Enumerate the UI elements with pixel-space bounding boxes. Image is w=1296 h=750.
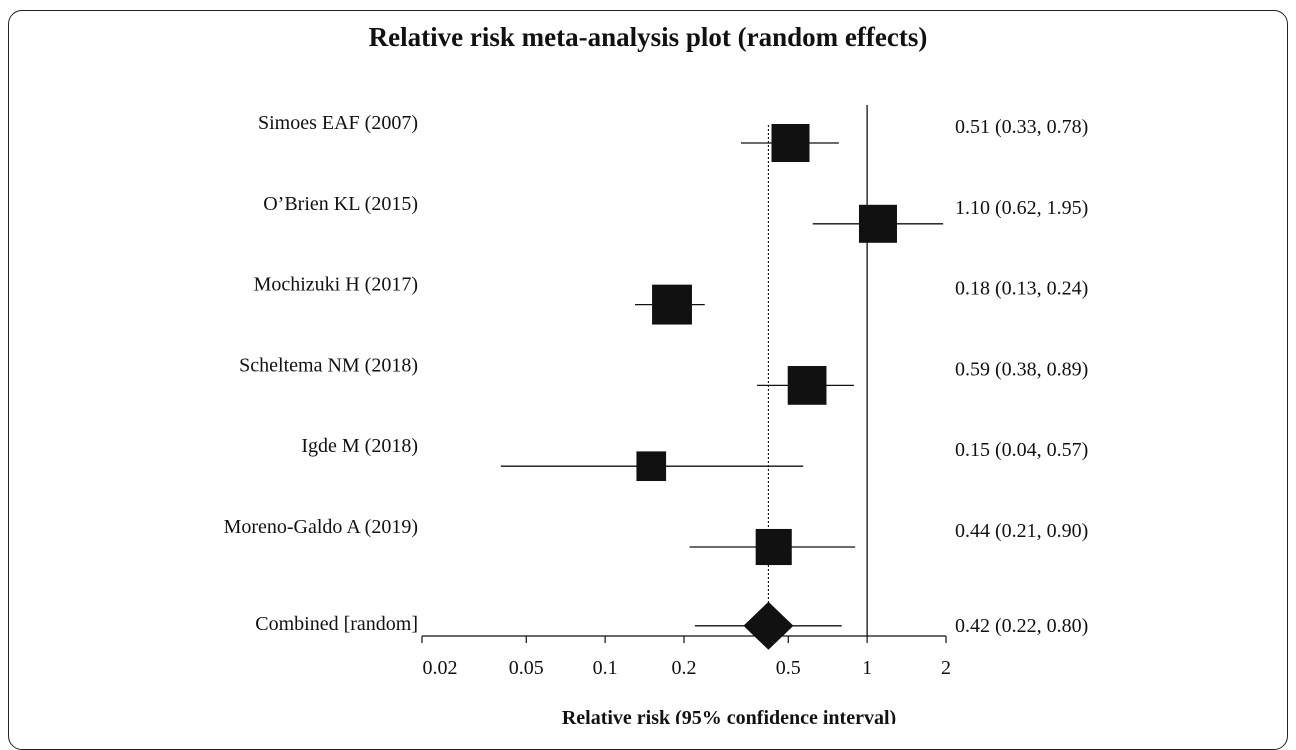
study-label: Simoes EAF (2007): [258, 112, 418, 134]
estimate-box: [652, 284, 692, 325]
x-tick-label: 0.2: [672, 657, 697, 679]
study-label: Moreno-Galdo A (2019): [224, 516, 418, 538]
combined-label: Combined [random]: [255, 613, 418, 635]
combined-estimate-label: 0.42 (0.22, 0.80): [955, 615, 1088, 637]
x-axis-title: Relative risk (95% confidence interval): [562, 707, 896, 724]
chart-title: Relative risk meta-analysis plot (random…: [368, 22, 928, 52]
estimate-label: 0.18 (0.13, 0.24): [955, 278, 1088, 300]
forest-plot: Simoes EAF (2007) 0.51 (0.33, 0.78) O’Brie…: [224, 105, 1088, 724]
estimate-label: 0.44 (0.21, 0.90): [955, 520, 1088, 542]
study-label: Scheltema NM (2018): [239, 354, 418, 376]
estimate-label: 0.59 (0.38, 0.89): [955, 358, 1088, 380]
estimate-box: [755, 528, 792, 566]
estimate-label: 1.10 (0.62, 1.95): [955, 197, 1088, 219]
x-tick-label: 0.5: [776, 657, 801, 679]
combined-diamond: [743, 601, 794, 650]
x-tick-label: 2: [941, 657, 951, 679]
estimate-box: [771, 124, 810, 162]
x-tick-label: 0.02: [423, 657, 458, 679]
study-label: Igde M (2018): [301, 435, 418, 457]
study-label: Mochizuki H (2017): [254, 274, 418, 296]
estimate-label: 0.51 (0.33, 0.78): [955, 116, 1088, 138]
x-tick-label: 0.05: [509, 657, 544, 679]
estimate-box: [636, 451, 667, 482]
estimate-box: [787, 366, 827, 405]
estimate-label: 0.15 (0.04, 0.57): [955, 439, 1088, 461]
x-tick-label: 0.1: [593, 657, 618, 679]
study-label: O’Brien KL (2015): [263, 193, 418, 215]
x-tick-label: 1: [862, 657, 872, 679]
estimate-box: [858, 204, 897, 243]
